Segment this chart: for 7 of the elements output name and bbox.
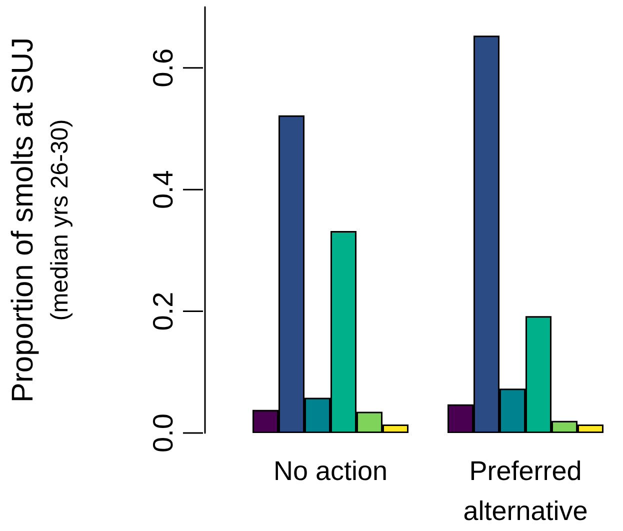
y-tick-label: 0.4	[148, 170, 178, 210]
y-tick-label: 0.0	[148, 414, 178, 452]
x-tick-label: No action	[273, 456, 388, 486]
y-tick-label: 0.6	[148, 48, 178, 88]
x-tick-label: Preferred alternative	[463, 456, 588, 526]
y-axis-title: Proportion of smolts at SUJ (median yrs 26-30)	[6, 37, 74, 403]
y-tick-label: 0.2	[148, 292, 178, 331]
